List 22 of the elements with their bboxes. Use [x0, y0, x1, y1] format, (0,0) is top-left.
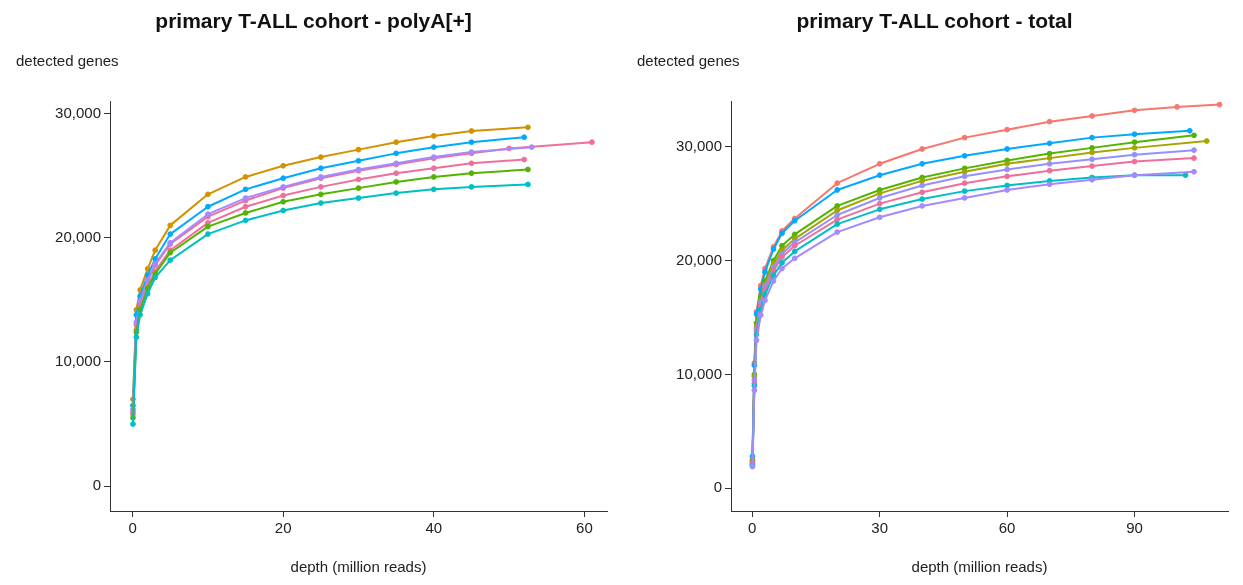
chart-title: primary T-ALL cohort - total: [796, 9, 1073, 33]
x-axis-title: depth (million reads): [911, 558, 1048, 576]
y-tick-label: 0: [713, 478, 722, 496]
x-tick-label: 60: [576, 519, 593, 537]
x-tick-label: 90: [1126, 519, 1143, 537]
y-tick-label: 20,000: [676, 250, 722, 268]
x-axis-title: depth (million reads): [290, 558, 427, 576]
y-tick-label: 0: [92, 476, 101, 494]
x-tick-label: 0: [128, 519, 137, 537]
x-tick-label: 0: [748, 519, 757, 537]
y-tick-label: 20,000: [55, 227, 101, 245]
y-tick-label: 30,000: [676, 136, 722, 154]
y-axis-title: detected genes: [637, 52, 740, 69]
x-tick-label: 30: [871, 519, 889, 537]
y-axis-title: detected genes: [16, 52, 119, 69]
y-tick-label: 10,000: [55, 352, 101, 370]
y-tick-label: 10,000: [676, 364, 722, 382]
chart-title: primary T-ALL cohort - polyA[+]: [155, 9, 472, 33]
y-tick-label: 30,000: [55, 103, 101, 121]
x-tick-label: 60: [998, 519, 1016, 537]
x-tick-label: 40: [425, 519, 443, 537]
x-tick-label: 20: [274, 519, 292, 537]
